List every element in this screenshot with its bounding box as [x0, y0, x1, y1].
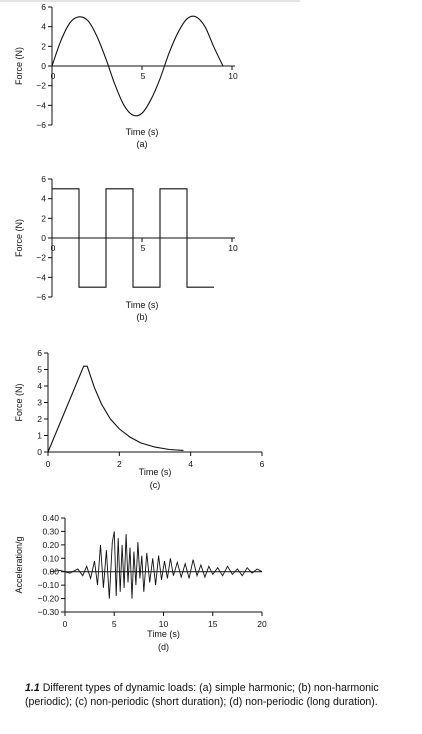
- panel-a-series-line: [51, 15, 224, 117]
- panel-b-y-tick-label: 6: [41, 174, 46, 184]
- panel-a-y-tick-label: −2: [36, 81, 46, 91]
- panel-b-sublabel: (b): [137, 312, 148, 322]
- panel-b-y-tick-label: −6: [36, 292, 46, 302]
- caption-number: 1.1: [25, 682, 40, 694]
- panel-a-y-tick-label: 6: [41, 2, 46, 12]
- panel-a-x-tick-label: 10: [228, 71, 238, 81]
- panel-b-y-tick-label: −4: [36, 272, 46, 282]
- panel-d-y-tick-label: 0.10: [42, 553, 59, 563]
- panel-d-x-tick-label: 15: [208, 619, 218, 629]
- panel-c-sublabel: (c): [150, 480, 161, 490]
- top-edge-line: [0, 0, 300, 2]
- panel-a-y-tick-label: 2: [41, 41, 46, 51]
- panel-c-x-axis-label: Time (s): [139, 467, 172, 477]
- panel-a-x-tick-label: 0: [51, 71, 56, 81]
- panel-c-x-tick-label: 6: [260, 459, 265, 469]
- panel-d-x-tick-label: 5: [112, 619, 117, 629]
- panel-d-sublabel: (d): [158, 642, 169, 652]
- panel-b-y-tick-label: 0: [41, 233, 46, 243]
- panel-d-y-tick-label: 0.30: [42, 526, 59, 536]
- panel-a-sublabel: (a): [137, 139, 148, 149]
- panel-b-x-tick-label: 10: [228, 243, 238, 253]
- panel-d-y-axis-label: Acceleration/g: [14, 536, 24, 593]
- panel-b-x-tick-label: 0: [51, 243, 56, 253]
- panel-c-y-tick-label: 6: [37, 348, 42, 358]
- panel-c-y-tick-label: 5: [37, 365, 42, 375]
- panel-c-y-tick-label: 0: [37, 447, 42, 457]
- panel-c-series-line: [47, 365, 184, 453]
- panel-d-x-tick-label: 10: [159, 619, 169, 629]
- panel-c-y-axis-label: Force (N): [14, 383, 24, 421]
- panel-d-y-tick-label: 0.20: [42, 540, 59, 550]
- panel-b-y-tick-label: 2: [41, 213, 46, 223]
- panel-c-y-tick-label: 4: [37, 381, 42, 391]
- panel-c-x-tick-label: 0: [46, 459, 51, 469]
- panel-d-y-tick-label: −0.30: [37, 607, 59, 617]
- panel-d-y-tick-label: −0.10: [37, 580, 59, 590]
- panel-d-series-line: [50, 531, 263, 599]
- caption-text: Different types of dynamic loads: (a) si…: [25, 682, 379, 708]
- panel-d-y-tick-label: 0.40: [42, 513, 59, 523]
- panel-c-x-tick-label: 2: [117, 459, 122, 469]
- panel-d-x-axis-label: Time (s): [147, 629, 180, 639]
- figure-caption: 1.1 Different types of dynamic loads: (a…: [25, 681, 410, 709]
- panel-b-series-line: [52, 188, 214, 288]
- panel-a-y-tick-label: −4: [36, 100, 46, 110]
- panel-d-x-tick-label: 0: [63, 619, 68, 629]
- panel-b-x-axis-label: Time (s): [126, 300, 159, 310]
- panel-d-x-tick-label: 20: [257, 619, 267, 629]
- panel-a-y-tick-label: 4: [41, 22, 46, 32]
- panel-c-x-tick-label: 4: [188, 459, 193, 469]
- panel-d-y-tick-label: −0.20: [37, 594, 59, 604]
- panel-b-y-tick-label: 4: [41, 194, 46, 204]
- panel-a-x-axis-label: Time (s): [126, 127, 159, 137]
- panel-b-x-tick-label: 5: [141, 243, 146, 253]
- panel-a-x-tick-label: 5: [141, 71, 146, 81]
- panel-a-y-tick-label: 0: [41, 61, 46, 71]
- panel-a-y-tick-label: −6: [36, 120, 46, 130]
- panel-c-y-tick-label: 2: [37, 414, 42, 424]
- panel-c-y-tick-label: 1: [37, 431, 42, 441]
- panel-b-y-axis-label: Force (N): [14, 219, 24, 257]
- panel-a-y-axis-label: Force (N): [14, 47, 24, 85]
- panel-b-y-tick-label: −2: [36, 253, 46, 263]
- panel-c-y-tick-label: 3: [37, 398, 42, 408]
